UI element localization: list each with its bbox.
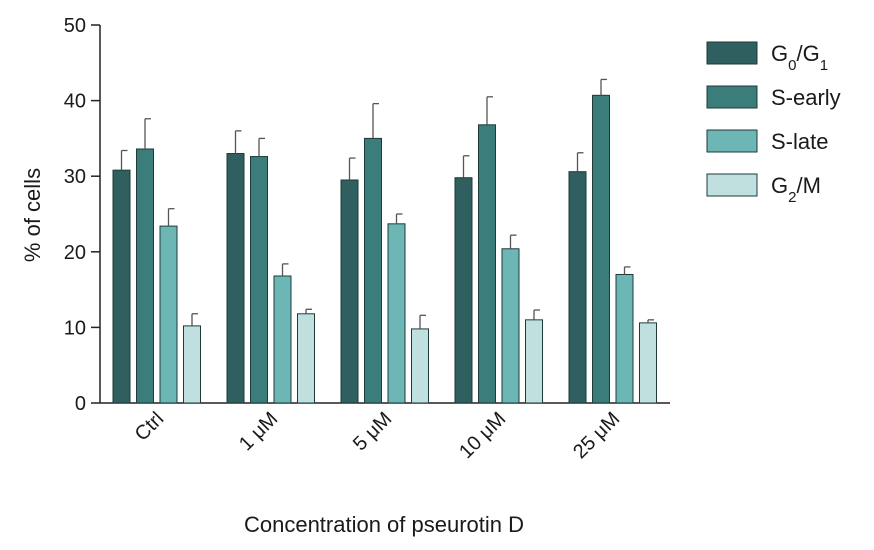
bar-s-early-4 bbox=[592, 94, 610, 404]
legend-label: S-late bbox=[771, 129, 828, 154]
legend-swatch bbox=[706, 41, 758, 65]
bar-g0-g1-2 bbox=[340, 179, 359, 404]
bars-group bbox=[112, 94, 657, 404]
bar-g2-m-2 bbox=[411, 328, 429, 404]
bar-s-early-3 bbox=[478, 124, 496, 404]
bar-g2-m-4 bbox=[639, 322, 657, 404]
bar-s-late-2 bbox=[387, 223, 406, 404]
y-tick-label: 10 bbox=[64, 317, 86, 339]
bar-s-late-4 bbox=[615, 273, 634, 404]
bar-s-early-2 bbox=[364, 137, 382, 404]
legend-label: S-early bbox=[771, 85, 841, 110]
legend-label: G0/G1 bbox=[771, 41, 828, 74]
legend: G0/G1 S-early S-late G2/M bbox=[706, 41, 841, 206]
legend-label: G2/M bbox=[771, 173, 821, 206]
bar-g2-m-3 bbox=[525, 319, 543, 404]
bar-g0-g1-0 bbox=[112, 169, 131, 404]
bar-s-early-0 bbox=[136, 148, 154, 404]
bar-g2-m-0 bbox=[183, 325, 201, 404]
bar-g0-g1-3 bbox=[454, 177, 473, 404]
error-bars-group bbox=[120, 78, 654, 329]
bar-s-early-1 bbox=[250, 156, 268, 404]
legend-swatch bbox=[706, 173, 758, 197]
x-category-label: Ctrl bbox=[131, 408, 169, 446]
legend-swatch bbox=[706, 85, 758, 109]
x-category-label: 5 μM bbox=[349, 408, 396, 455]
x-category-label: 1 μM bbox=[235, 408, 282, 455]
bar-g0-g1-4 bbox=[568, 171, 587, 404]
category-labels: Ctrl 1 μM 5 μM 10 μM 25 μM bbox=[131, 408, 625, 463]
y-tick-label: 40 bbox=[64, 91, 86, 113]
bar-g0-g1-1 bbox=[226, 153, 245, 404]
x-axis-title: Concentration of pseurotin D bbox=[244, 512, 524, 537]
y-tick-label: 0 bbox=[75, 393, 86, 415]
y-tick-label: 50 bbox=[64, 15, 86, 37]
bar-g2-m-1 bbox=[297, 313, 315, 404]
y-tick-label: 30 bbox=[64, 166, 86, 188]
y-axis-title: % of cells bbox=[20, 168, 45, 262]
legend-swatch bbox=[706, 129, 758, 153]
x-category-label: 10 μM bbox=[455, 408, 510, 463]
x-category-label: 25 μM bbox=[569, 408, 624, 463]
bar-s-late-3 bbox=[501, 248, 520, 404]
bar-s-late-0 bbox=[159, 225, 178, 404]
y-tick-label: 20 bbox=[64, 242, 86, 264]
bar-s-late-1 bbox=[273, 275, 292, 404]
